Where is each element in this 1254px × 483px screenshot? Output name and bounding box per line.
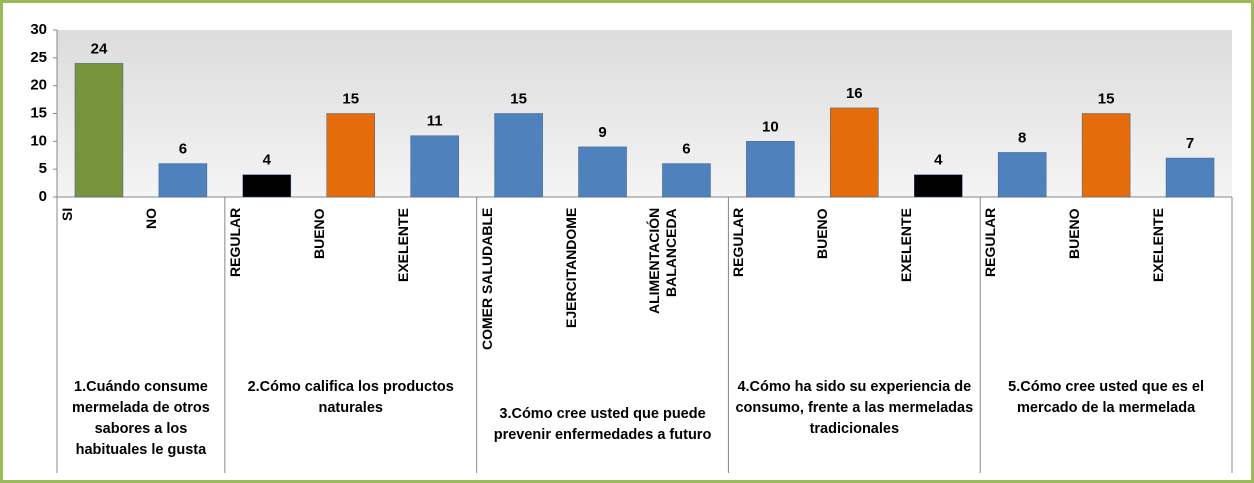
y-tick-label: 25 — [30, 49, 47, 66]
bar — [326, 113, 375, 198]
y-tick-label: 15 — [30, 104, 47, 121]
value-label: 11 — [427, 113, 443, 130]
group-label: 3.Cómo cree usted que puede prevenir enf… — [493, 406, 712, 443]
y-tick-label: 30 — [30, 21, 47, 38]
category-label: EXELENTE — [1150, 208, 1167, 282]
bar — [1165, 157, 1215, 198]
category-label: COMER SALUDABLE — [478, 208, 495, 351]
bar — [578, 146, 627, 198]
value-label: 4 — [934, 152, 943, 169]
value-label: 15 — [342, 90, 359, 107]
y-tick-label: 20 — [30, 77, 47, 94]
category-label: BUENO — [1066, 208, 1083, 259]
value-label: 16 — [846, 85, 863, 102]
bar — [410, 135, 459, 198]
bar — [830, 107, 879, 198]
bar — [914, 174, 963, 198]
y-tick-label: 0 — [39, 188, 47, 205]
category-label: BUENO — [310, 208, 327, 259]
category-label: SI — [58, 208, 75, 222]
group-label: 4.Cómo ha sido su experiencia de consumo… — [735, 379, 974, 437]
category-label: REGULAR — [982, 208, 999, 278]
value-label: 6 — [682, 141, 690, 158]
category-label: EJERCITANDOME — [562, 208, 579, 329]
bar — [662, 163, 711, 198]
group-label: 1.Cuándo consume mermelada de otros sabo… — [72, 379, 210, 458]
bar — [746, 141, 795, 198]
category-label: REGULAR — [730, 208, 747, 278]
bar — [158, 163, 208, 198]
value-label: 10 — [762, 118, 779, 135]
plot-area — [57, 30, 1232, 197]
value-label: 9 — [598, 124, 606, 141]
y-tick-label: 10 — [30, 132, 47, 149]
category-label: EXELENTE — [898, 208, 915, 282]
bar — [997, 152, 1047, 198]
value-label: 15 — [510, 90, 527, 107]
group-label: 2.Cómo califica los productos naturales — [247, 379, 454, 416]
y-tick-label: 5 — [39, 160, 47, 177]
bar — [494, 113, 543, 198]
bar — [74, 63, 124, 198]
value-label: 4 — [263, 152, 272, 169]
bar — [242, 174, 292, 198]
category-label: REGULAR — [226, 208, 243, 278]
value-label: 7 — [1186, 135, 1194, 152]
category-label: NO — [142, 208, 159, 229]
chart: 0 5 10 15 20 25 30 24 6 4 15 11 15 9 6 10 16 4 8 15 7 — [30, 21, 1233, 473]
category-label: BUENO — [814, 208, 831, 259]
value-label: 24 — [91, 40, 108, 57]
category-label: EXELENTE — [394, 208, 411, 282]
value-label: 8 — [1018, 129, 1026, 146]
value-label: 15 — [1098, 90, 1115, 107]
category-label: ALIMENTACIÓN BALANCEDA — [646, 208, 680, 315]
group-label: 5.Cómo cree usted que es el mercado de l… — [1008, 379, 1204, 416]
value-label: 6 — [179, 141, 187, 158]
bar — [1081, 113, 1131, 198]
